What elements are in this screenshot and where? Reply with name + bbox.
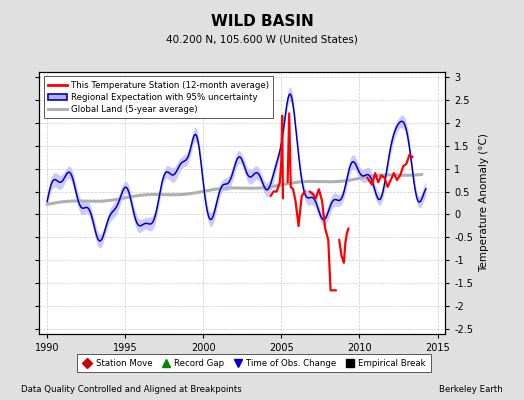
Text: Data Quality Controlled and Aligned at Breakpoints: Data Quality Controlled and Aligned at B…: [21, 385, 242, 394]
Text: WILD BASIN: WILD BASIN: [211, 14, 313, 29]
Text: Berkeley Earth: Berkeley Earth: [439, 385, 503, 394]
Legend: This Temperature Station (12-month average), Regional Expectation with 95% uncer: This Temperature Station (12-month avera…: [43, 76, 274, 118]
Y-axis label: Temperature Anomaly (°C): Temperature Anomaly (°C): [479, 134, 489, 272]
Text: 40.200 N, 105.600 W (United States): 40.200 N, 105.600 W (United States): [166, 34, 358, 44]
Legend: Station Move, Record Gap, Time of Obs. Change, Empirical Break: Station Move, Record Gap, Time of Obs. C…: [78, 354, 431, 372]
